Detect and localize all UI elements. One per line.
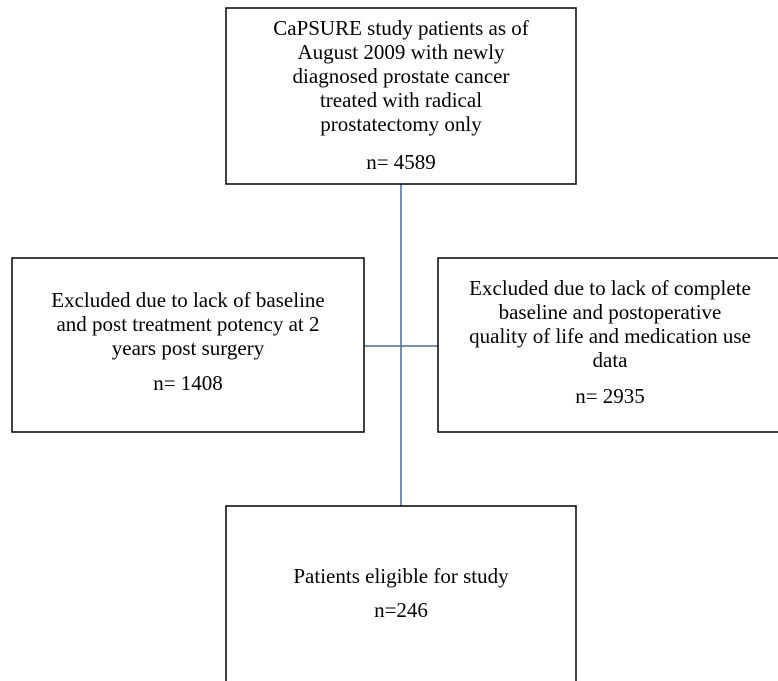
node-box <box>225 7 577 185</box>
node-label: years post surgery <box>112 336 265 360</box>
node-label: Excluded due to lack of baseline <box>51 288 324 312</box>
node-box <box>437 257 778 433</box>
node-label: Excluded due to lack of complete <box>469 276 751 300</box>
node-label: and post treatment potency at 2 <box>56 312 319 336</box>
node-label: diagnosed prostate cancer <box>293 64 510 88</box>
node-count: n= 4589 <box>366 150 436 174</box>
node-label: August 2009 with newly <box>297 40 505 64</box>
node-label: prostatectomy only <box>320 112 482 136</box>
node-count: n= 1408 <box>153 371 223 395</box>
node-label: CaPSURE study patients as of <box>273 16 529 40</box>
node-label: data <box>593 348 629 372</box>
node-label: Patients eligible for study <box>293 564 509 588</box>
node-box <box>225 505 577 681</box>
node-label: baseline and postoperative <box>499 300 722 324</box>
node-label: treated with radical <box>320 88 482 112</box>
node-count: n=246 <box>374 598 428 622</box>
node-label: quality of life and medication use <box>469 324 751 348</box>
node-count: n= 2935 <box>575 384 645 408</box>
node-box <box>11 257 365 433</box>
